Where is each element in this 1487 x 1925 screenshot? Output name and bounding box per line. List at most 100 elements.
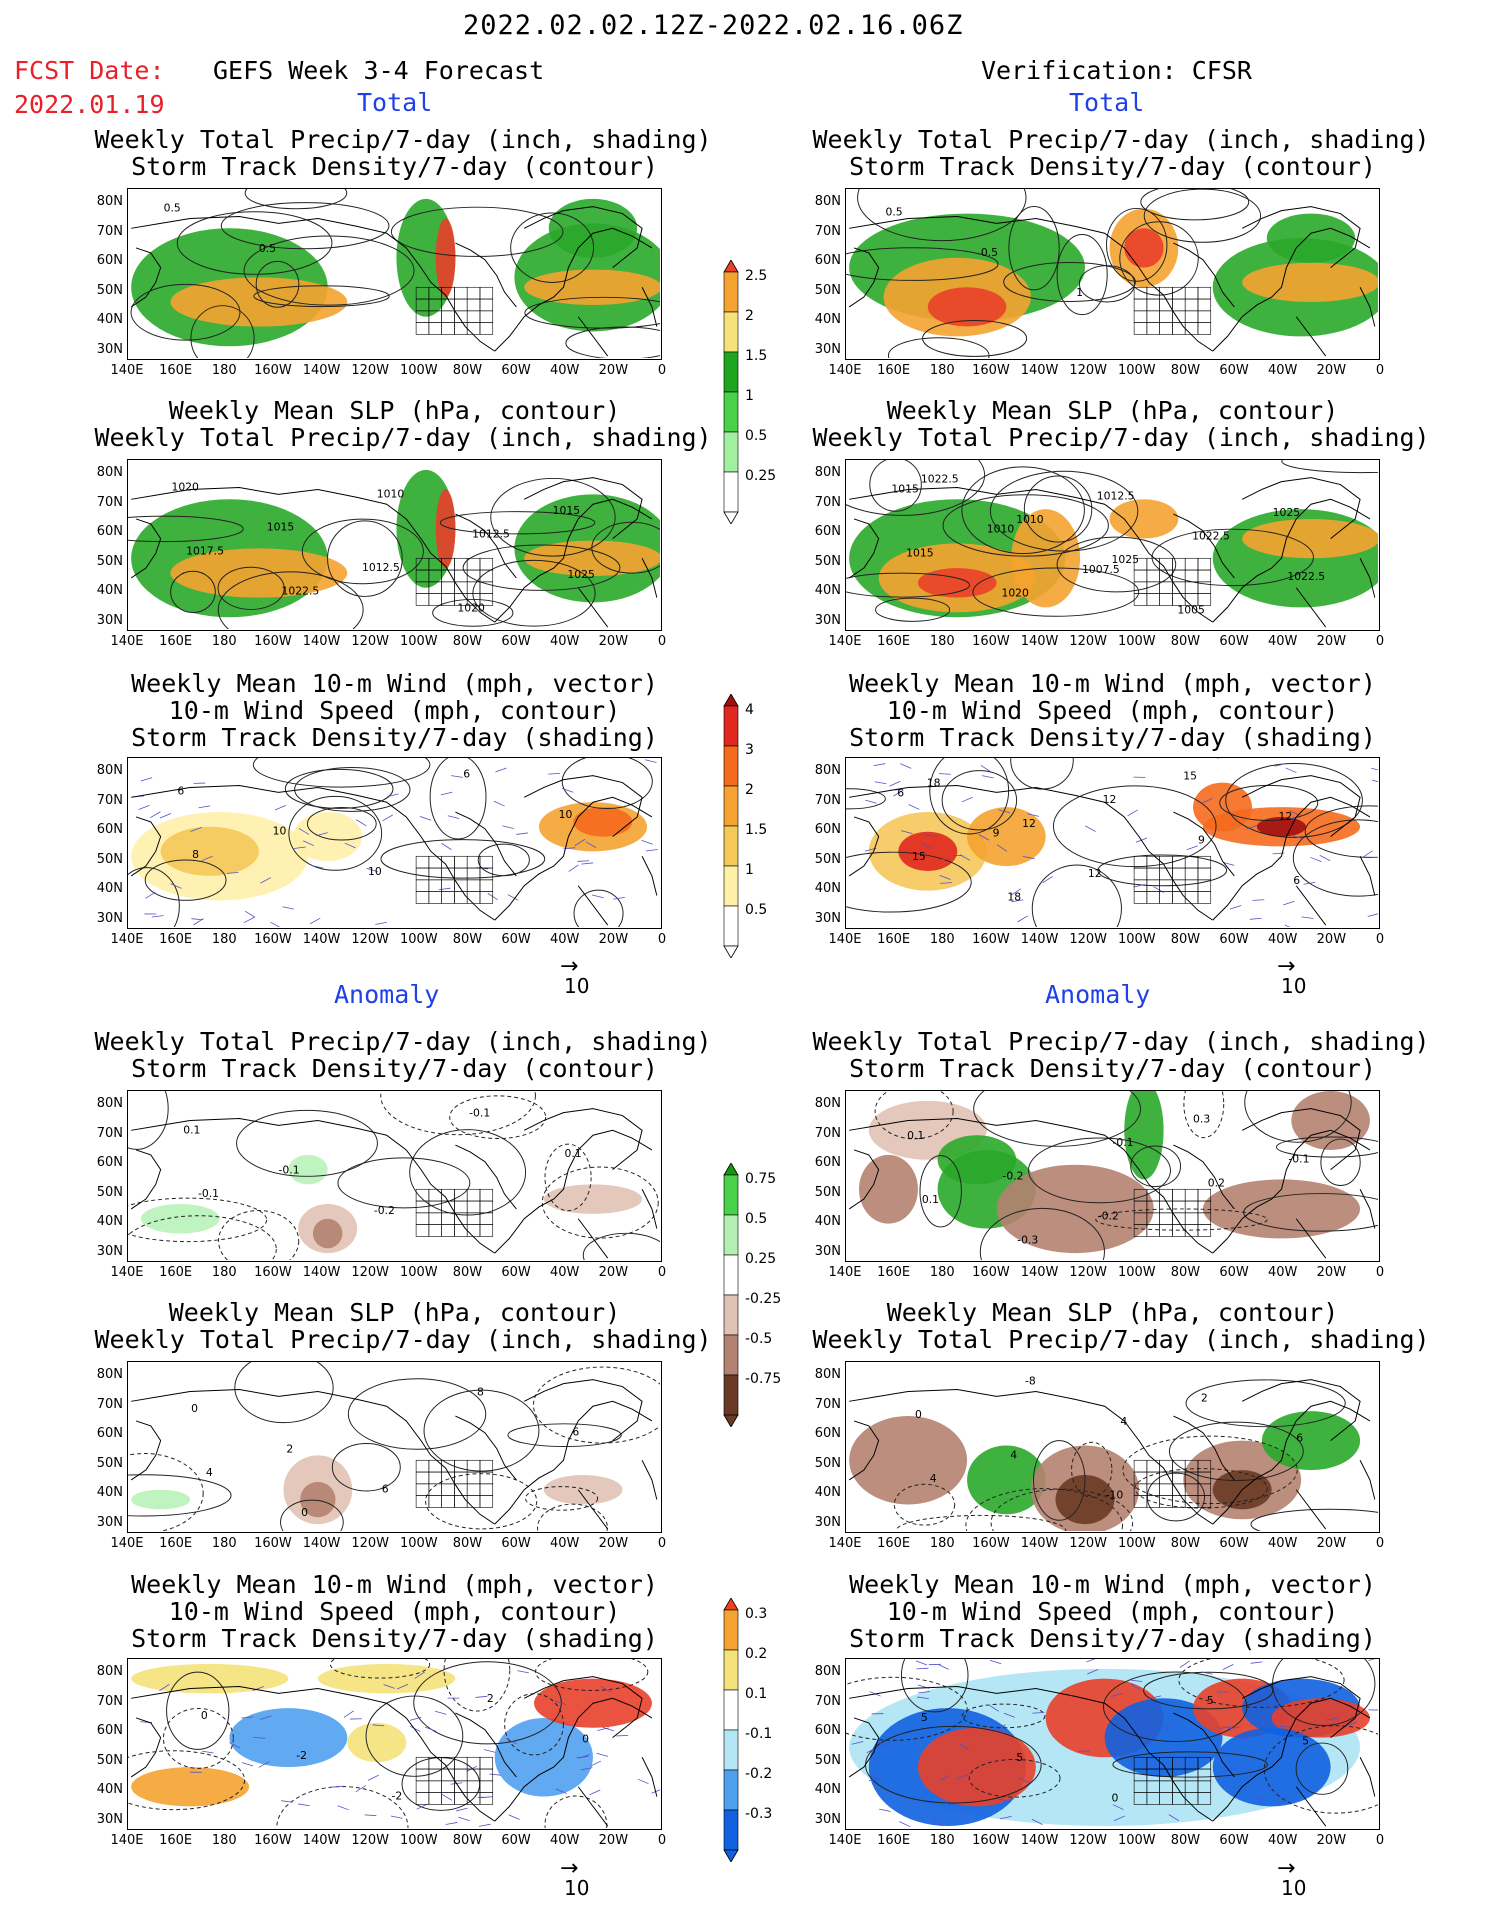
contour-label: 1015 bbox=[906, 546, 933, 559]
coastline bbox=[641, 558, 658, 598]
wind-vector bbox=[507, 894, 519, 901]
lon-tick-label: 0 bbox=[657, 1536, 667, 1551]
wind-vector bbox=[1222, 862, 1235, 866]
colorbar-label: 4 bbox=[745, 702, 754, 718]
lon-tick-label: 140E bbox=[828, 363, 862, 378]
contour-line bbox=[537, 1503, 608, 1531]
colorbar-segment bbox=[723, 1254, 739, 1296]
vector-reference: → 10 bbox=[560, 956, 589, 999]
wind-vector bbox=[1249, 917, 1262, 920]
contour-line bbox=[1102, 1671, 1248, 1742]
wind-vector bbox=[900, 763, 912, 769]
lat-tick-label: 30N bbox=[814, 1243, 841, 1259]
map-canvas: 0 4 -10 2 6 4 -8 4 bbox=[848, 1375, 1378, 1531]
shading-region bbox=[1055, 1474, 1115, 1525]
colorbar-label: 0.3 bbox=[745, 1606, 768, 1622]
contour-label: 6 bbox=[463, 768, 470, 781]
colorbar-arrow bbox=[723, 260, 739, 273]
contour-label: 0.5 bbox=[886, 206, 903, 219]
lon-tick-label: 0 bbox=[1375, 1265, 1385, 1280]
shading-region bbox=[967, 1445, 1046, 1515]
shading-region bbox=[543, 1474, 623, 1505]
coastline bbox=[455, 1415, 517, 1481]
lat-tick-label: 30N bbox=[96, 1514, 123, 1530]
panel-title-line: Weekly Mean SLP (hPa, contour) bbox=[886, 1298, 1339, 1327]
state-boundary bbox=[1146, 1459, 1160, 1473]
shading-region bbox=[288, 1154, 328, 1185]
lat-tick-label: 40N bbox=[814, 1782, 841, 1797]
state-boundary bbox=[1133, 298, 1148, 312]
state-boundary bbox=[441, 322, 455, 335]
state-boundary bbox=[479, 298, 494, 312]
wind-vector bbox=[383, 1684, 395, 1689]
contour-label: 5 bbox=[1207, 1694, 1214, 1707]
contour-label: 18 bbox=[927, 776, 941, 789]
contour-label: 1 bbox=[1076, 286, 1083, 299]
wind-vector bbox=[260, 877, 272, 884]
contour-label: 12 bbox=[1103, 793, 1117, 806]
lat-tick-label: 80N bbox=[814, 763, 841, 778]
state-boundary bbox=[428, 1200, 442, 1214]
contour-line bbox=[510, 212, 595, 283]
wind-vector bbox=[201, 855, 213, 862]
coastline bbox=[455, 1144, 517, 1210]
coastline bbox=[131, 1686, 495, 1822]
state-boundary bbox=[1197, 1792, 1212, 1805]
lon-tick-label: 140E bbox=[110, 1833, 144, 1848]
coastline bbox=[523, 1108, 643, 1170]
contour-line bbox=[288, 795, 383, 871]
wind-vector bbox=[980, 764, 991, 773]
lon-tick-label: 40W bbox=[550, 1265, 580, 1280]
contour-label: 1020 bbox=[171, 480, 199, 493]
arrow-icon: → bbox=[560, 1856, 579, 1881]
wind-vector bbox=[375, 921, 387, 925]
contour-label: 1010 bbox=[987, 523, 1015, 536]
lon-tick-label: 20W bbox=[1316, 1833, 1347, 1848]
wind-vector bbox=[1149, 1695, 1162, 1699]
colorbar-segment bbox=[723, 1769, 739, 1811]
lon-tick-label: 160W bbox=[972, 932, 1010, 947]
wind-vector bbox=[961, 796, 973, 803]
map-panel: 5 5 0 5 5 bbox=[845, 1658, 1380, 1830]
contour-line bbox=[1033, 1440, 1086, 1521]
wind-vector bbox=[908, 804, 920, 810]
colorbar-label: 0.25 bbox=[745, 1251, 777, 1267]
map-canvas: 0 -2 -2 2 0 bbox=[128, 1659, 660, 1828]
contour-label: -0.2 bbox=[1002, 1169, 1023, 1182]
wind-vector bbox=[1179, 1660, 1190, 1668]
panel-title-line: Weekly Mean 10-m Wind (mph, vector) bbox=[131, 1570, 658, 1599]
contour-line bbox=[220, 202, 390, 250]
contour-label: 12 bbox=[1088, 867, 1102, 880]
panel-title-line: Weekly Total Precip/7-day (inch, shading… bbox=[94, 1325, 712, 1354]
lon-tick-label: 180 bbox=[929, 1833, 955, 1848]
state-boundary bbox=[1172, 1188, 1186, 1202]
lat-tick-label: 80N bbox=[96, 1367, 123, 1382]
colorbar-arrow bbox=[723, 1414, 739, 1427]
lon-tick-label: 100W bbox=[1117, 1833, 1156, 1848]
lon-tick-label: 80W bbox=[452, 1536, 483, 1551]
shading-region bbox=[170, 277, 348, 327]
wind-vector bbox=[1027, 813, 1040, 817]
wind-vector bbox=[151, 915, 164, 918]
contour-label: 1020 bbox=[457, 601, 485, 614]
coastline bbox=[1212, 1697, 1371, 1822]
lat-tick-label: 30N bbox=[814, 1811, 841, 1827]
wind-vector bbox=[1310, 857, 1322, 862]
map-panel: 1020 1015 1012.5 1020 1015 1017.5 1022.5 1010 10… bbox=[127, 459, 662, 631]
wind-vector bbox=[555, 1788, 567, 1794]
state-boundary bbox=[466, 322, 481, 335]
wind-vector bbox=[201, 1750, 214, 1754]
contour-line bbox=[1052, 785, 1217, 868]
state-boundary bbox=[428, 1459, 442, 1473]
panel-title: Weekly Mean SLP (hPa, contour) Weekly Tot… bbox=[95, 397, 712, 451]
map-canvas: 0.1 -0.1 -0.2 -0.1 0.1 -0.1 bbox=[128, 1091, 660, 1260]
contour-line bbox=[965, 1488, 1123, 1531]
contour-line bbox=[347, 1378, 487, 1450]
lon-tick-label: 180 bbox=[211, 363, 237, 378]
wind-vector bbox=[303, 840, 315, 847]
contour-line bbox=[128, 1197, 268, 1243]
coastline bbox=[494, 1129, 653, 1254]
right-total-label: Total bbox=[1069, 88, 1145, 117]
state-boundary bbox=[415, 867, 430, 881]
coastline bbox=[848, 247, 880, 308]
